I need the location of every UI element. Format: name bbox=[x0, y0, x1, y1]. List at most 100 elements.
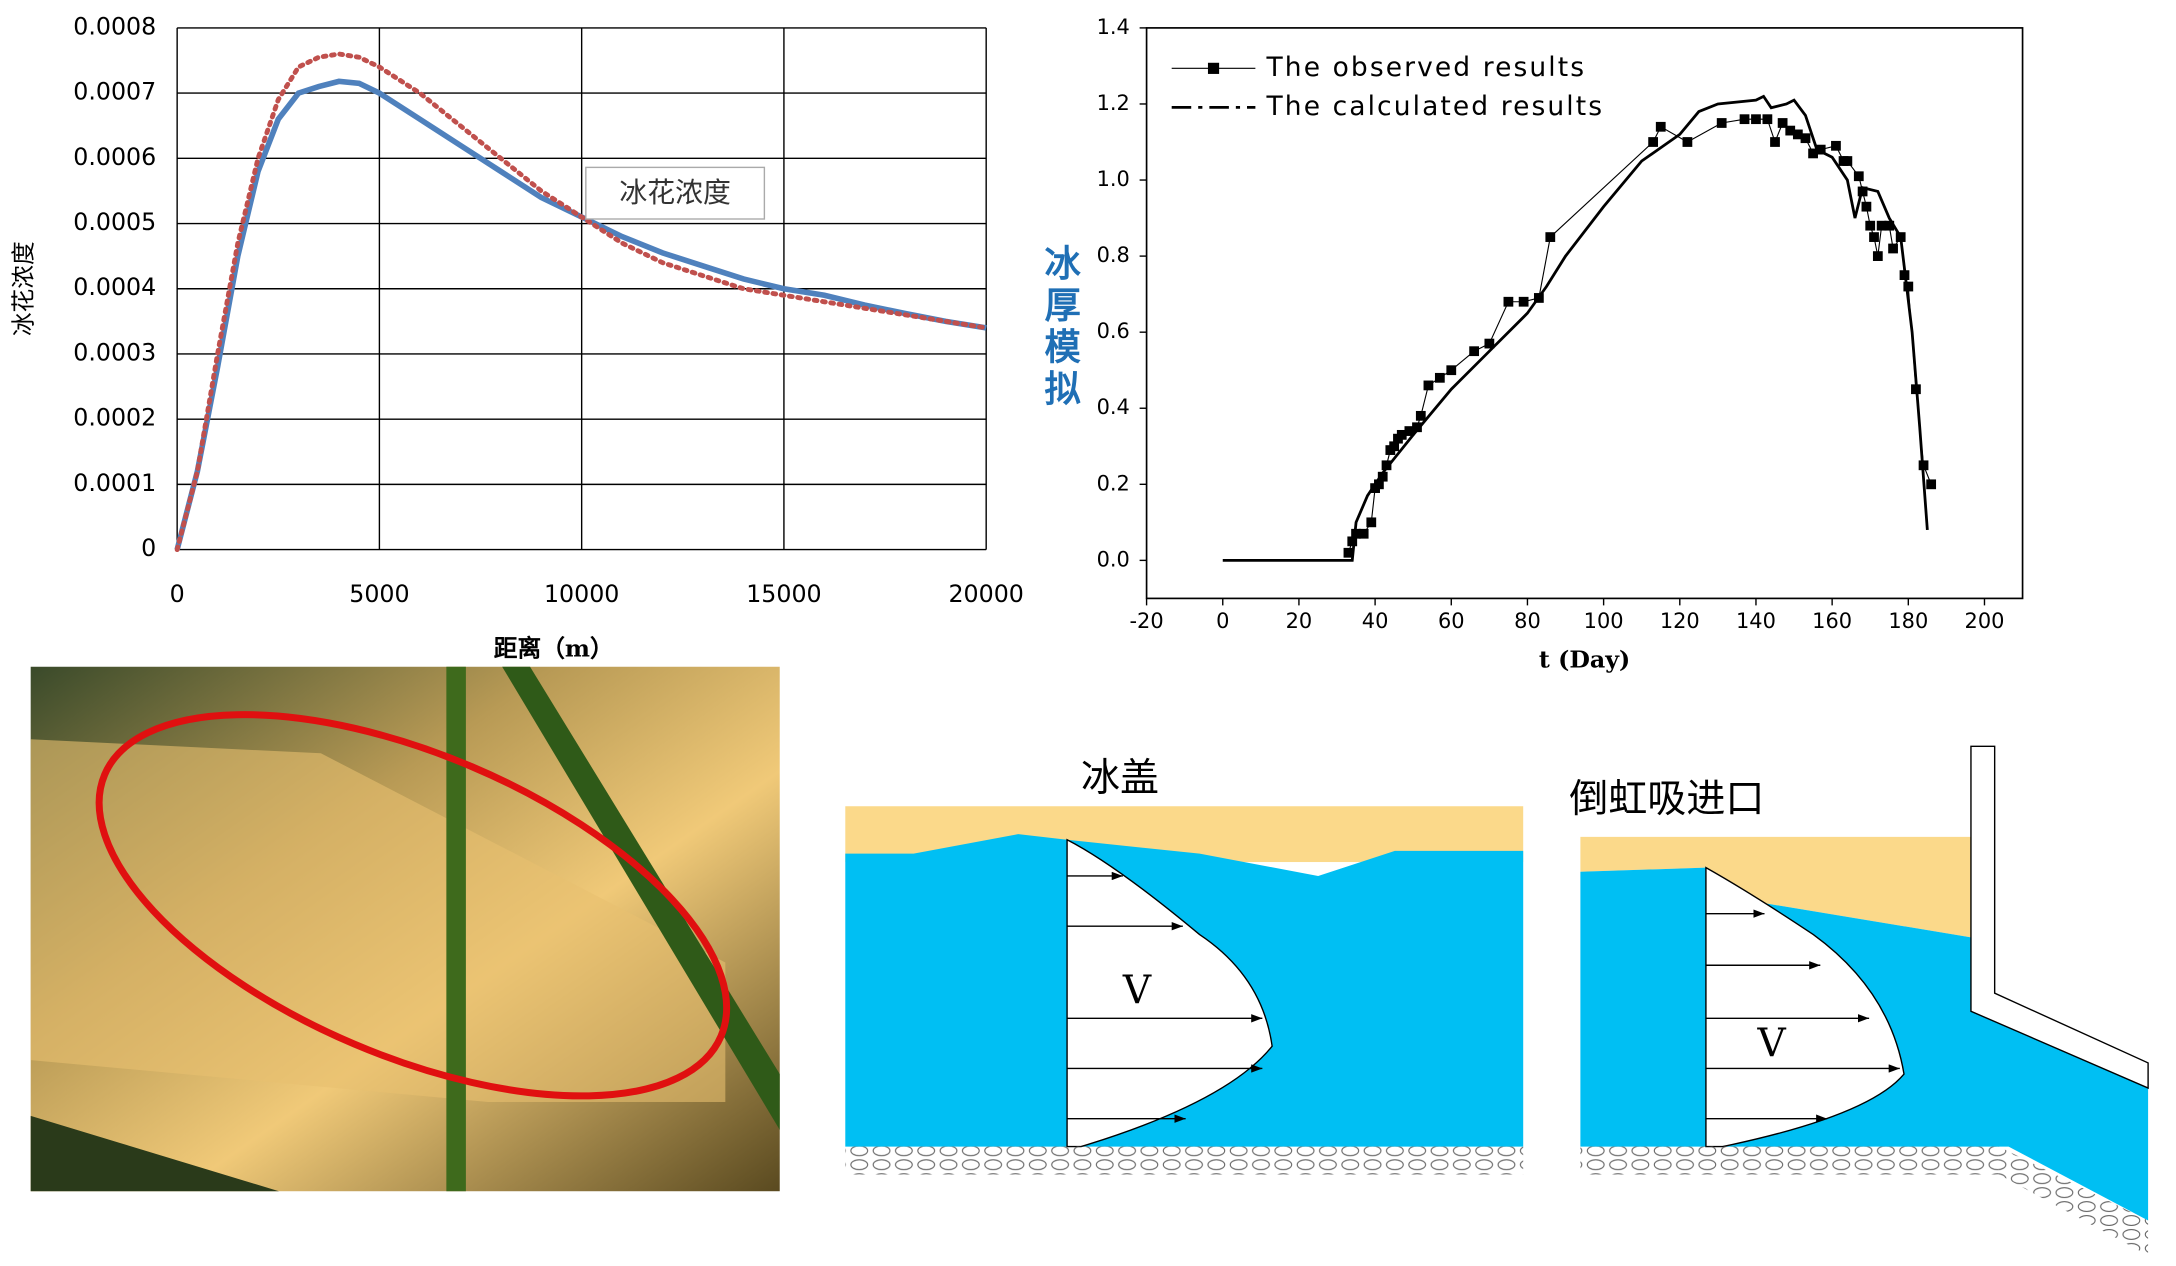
data-point bbox=[1842, 156, 1853, 166]
data-point bbox=[1374, 479, 1384, 490]
x-tick-label: 0 bbox=[1216, 609, 1229, 633]
x-tick-label: 180 bbox=[1888, 609, 1928, 633]
y-tick-label: 1.2 bbox=[1097, 91, 1130, 115]
legend-label: The observed results bbox=[1266, 52, 1587, 83]
y-tick-label: 0.4 bbox=[1097, 395, 1130, 419]
series-line bbox=[1222, 94, 1929, 562]
data-point bbox=[1815, 144, 1826, 155]
data-point bbox=[1648, 137, 1659, 147]
data-point bbox=[1404, 426, 1415, 436]
x-tick-label: 40 bbox=[1362, 609, 1389, 633]
y-tick-label: 0.0008 bbox=[73, 12, 156, 40]
data-point bbox=[1770, 137, 1780, 147]
data-point bbox=[1903, 281, 1914, 292]
data-point bbox=[1865, 220, 1876, 231]
photo bbox=[30, 666, 780, 1192]
data-point bbox=[1872, 251, 1883, 261]
x-tick-label: 15000 bbox=[746, 580, 821, 608]
y-tick-label: 0.6 bbox=[1097, 319, 1130, 343]
data-point bbox=[1423, 380, 1434, 391]
data-point bbox=[1381, 460, 1392, 471]
series-line bbox=[174, 51, 989, 553]
data-point bbox=[1926, 479, 1937, 490]
data-point bbox=[1762, 114, 1773, 125]
x-tick-label: 20000 bbox=[948, 580, 1023, 608]
data-point bbox=[1343, 547, 1354, 558]
x-tick-label: 100 bbox=[1584, 609, 1624, 633]
data-point bbox=[1415, 410, 1426, 421]
y-tick-label: 0.0001 bbox=[73, 469, 156, 497]
x-tick-label: 0 bbox=[170, 580, 185, 608]
data-point bbox=[1808, 148, 1818, 159]
x-tick-label: 20 bbox=[1286, 609, 1313, 633]
y-tick-label: 0.2 bbox=[1097, 471, 1130, 495]
legend-label: The calculated results bbox=[1266, 91, 1605, 122]
y-tick-label: 0.0004 bbox=[73, 273, 156, 301]
data-point bbox=[1412, 422, 1422, 433]
data-point bbox=[1377, 471, 1388, 482]
velocity-label: V bbox=[1757, 1021, 1787, 1066]
data-point bbox=[1434, 372, 1445, 383]
data-point bbox=[1800, 133, 1811, 144]
data-point bbox=[1503, 296, 1514, 307]
x-tick-label: 5000 bbox=[349, 580, 409, 608]
data-point bbox=[1682, 137, 1693, 147]
data-point bbox=[1545, 232, 1556, 242]
plot-frame bbox=[1145, 27, 2024, 600]
diagram-label: 倒虹吸进口 bbox=[1569, 777, 1764, 822]
x-axis-label: 距离（m） bbox=[494, 635, 614, 663]
data-point bbox=[1888, 243, 1898, 254]
data-point bbox=[1869, 232, 1879, 242]
x-tick-label: 200 bbox=[1965, 609, 2005, 633]
data-point bbox=[1518, 296, 1529, 307]
data-point bbox=[1853, 171, 1864, 182]
data-point bbox=[1831, 140, 1841, 151]
data-point bbox=[1347, 536, 1358, 547]
data-point bbox=[1792, 129, 1803, 140]
velocity-label: V bbox=[1122, 968, 1152, 1013]
y-axis-label: 冰花浓度 bbox=[10, 241, 38, 336]
y-tick-label: 1.0 bbox=[1097, 167, 1130, 191]
data-point bbox=[1469, 346, 1480, 357]
data-point bbox=[1739, 114, 1750, 125]
data-point bbox=[1716, 118, 1727, 128]
y-tick-label: 0 bbox=[141, 534, 156, 562]
diagram-ice-cover: 冰盖 V bbox=[845, 756, 1524, 1175]
data-point bbox=[1876, 220, 1887, 231]
x-tick-label: 80 bbox=[1514, 609, 1541, 633]
data-point bbox=[1861, 201, 1872, 212]
data-point bbox=[1366, 517, 1377, 528]
y-tick-label: 0.0002 bbox=[73, 404, 156, 432]
y-tick-label: 0.0007 bbox=[73, 78, 156, 106]
x-axis-label: t (Day) bbox=[1539, 646, 1630, 674]
annotation: 冰花浓度 bbox=[619, 176, 731, 209]
x-tick-label: 10000 bbox=[544, 580, 619, 608]
legend-marker bbox=[1207, 62, 1220, 74]
data-point bbox=[1396, 429, 1407, 440]
diagram-siphon-inlet: 倒虹吸进口 V bbox=[1569, 745, 2149, 1256]
x-tick-label: 140 bbox=[1736, 609, 1776, 633]
series-line bbox=[1347, 118, 1932, 553]
data-point bbox=[1785, 125, 1796, 136]
y-tick-label: 0.0006 bbox=[73, 143, 156, 171]
annotation-box bbox=[585, 166, 766, 220]
annotation: 冰厚模拟 bbox=[1039, 244, 1082, 411]
y-tick-label: 0.0003 bbox=[73, 338, 156, 366]
data-point bbox=[1358, 528, 1369, 539]
x-tick-label: 60 bbox=[1438, 609, 1465, 633]
y-tick-label: 1.4 bbox=[1097, 15, 1130, 39]
data-point bbox=[1884, 220, 1895, 231]
data-point bbox=[1777, 118, 1788, 128]
x-tick-label: -20 bbox=[1130, 609, 1164, 633]
data-point bbox=[1389, 441, 1400, 452]
data-point bbox=[1484, 338, 1495, 349]
x-tick-label: 120 bbox=[1660, 609, 1700, 633]
data-point bbox=[1446, 365, 1457, 376]
diagram-label: 冰盖 bbox=[1081, 756, 1159, 801]
y-tick-label: 0.0005 bbox=[73, 208, 156, 236]
series-line bbox=[174, 78, 987, 551]
data-point bbox=[1655, 121, 1666, 132]
data-point bbox=[1751, 114, 1761, 125]
y-tick-label: 0.0 bbox=[1097, 547, 1130, 571]
